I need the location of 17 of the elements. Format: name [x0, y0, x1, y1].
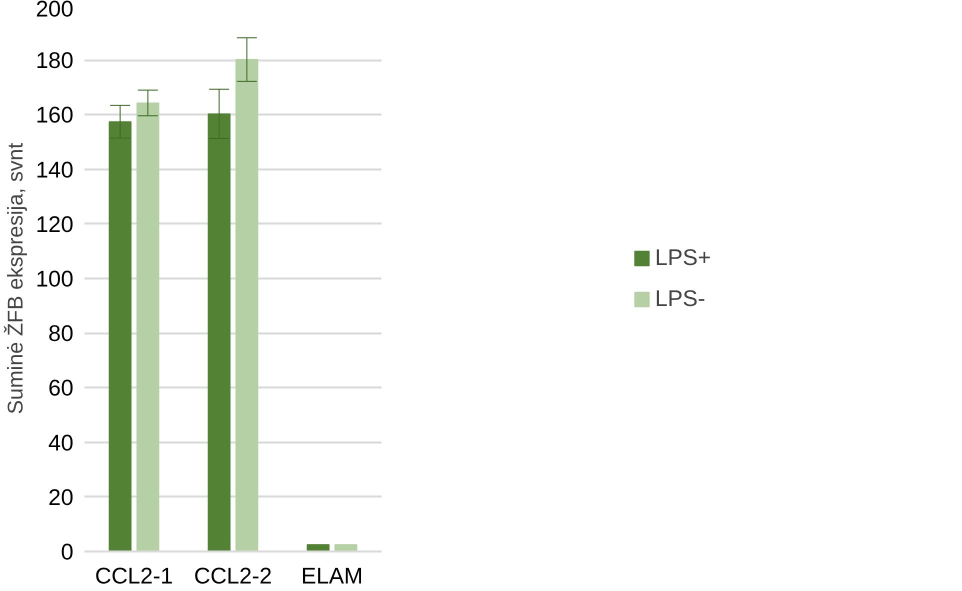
- y-tick-label: 120: [36, 210, 74, 237]
- x-tick-label: ELAM: [301, 562, 363, 588]
- x-tick-label: CCL2-1: [94, 562, 174, 588]
- y-tick-label: 180: [36, 47, 74, 74]
- y-tick-label: 140: [36, 156, 74, 182]
- y-tick-label: 20: [48, 484, 74, 510]
- legend-label: LPS-: [654, 285, 706, 312]
- y-tick-label: 160: [36, 102, 74, 128]
- y-tick-label: 40: [48, 429, 74, 456]
- y-tick-label: 200: [36, 0, 74, 22]
- y-tick-label: 100: [36, 266, 74, 292]
- y-axis-title: Suminė ŽFB ekspresija, svnt: [4, 142, 28, 414]
- y-tick-label: 0: [60, 538, 74, 564]
- x-tick-label: CCL2-2: [194, 562, 272, 588]
- legend-label: LPS+: [654, 244, 712, 271]
- y-tick-label: 60: [48, 374, 74, 401]
- y-tick-label: 80: [48, 320, 74, 346]
